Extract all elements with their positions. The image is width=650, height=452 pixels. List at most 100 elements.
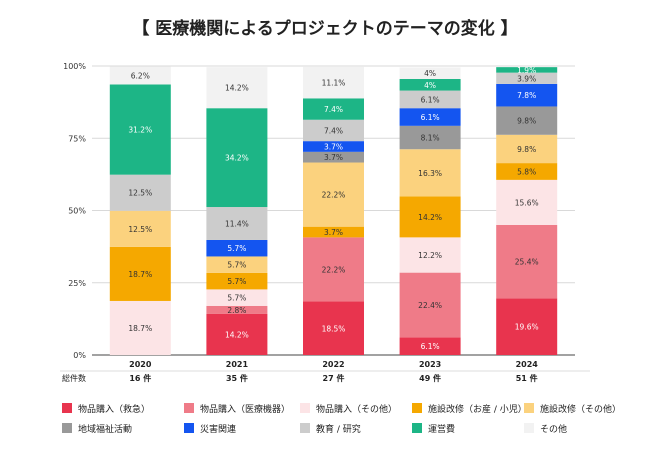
data-labels: 18.7% 18.7% 12.5% 12.5% 31.2% 6.2% 14.2% 2.8% 5.…	[128, 66, 538, 351]
bar-segment	[303, 66, 364, 99]
data-label: 18.7%	[128, 324, 152, 333]
data-label: 22.2%	[322, 265, 346, 274]
legend-label: 物品購入（その他）	[316, 404, 398, 415]
data-label: 5.8%	[517, 167, 536, 176]
x-tick-label: 2021	[226, 360, 249, 369]
bar-segment	[399, 79, 461, 91]
data-label: 18.5%	[322, 324, 346, 333]
legend-item: 教育 / 研究	[300, 422, 361, 435]
y-tick-label: 0%	[73, 351, 86, 360]
legend-label: 災害関連	[200, 424, 237, 435]
data-label: 3.7%	[324, 142, 343, 151]
legend-swatch	[62, 423, 72, 433]
data-label: 5.7%	[227, 294, 246, 303]
y-tick-label: 100%	[63, 62, 86, 71]
bar-segment	[206, 207, 268, 240]
count-label: 49 件	[419, 373, 441, 383]
data-label: 3.9%	[517, 74, 536, 83]
bar-segment	[496, 224, 558, 299]
data-label: 22.2%	[322, 191, 346, 200]
bar-segment	[399, 272, 461, 338]
data-label: 4%	[424, 69, 436, 78]
data-label: 11.4%	[225, 220, 249, 229]
legend-item: その他	[524, 422, 567, 435]
data-label: 4%	[424, 81, 436, 90]
bar-segment	[206, 289, 268, 306]
y-tick-label: 75%	[68, 134, 86, 143]
legend: 物品購入（救急） 物品購入（医療機器） 物品購入（その他） 施設改修（お産 / 小児）…	[62, 398, 622, 438]
count-label: 35 件	[226, 373, 248, 383]
bar-segment	[109, 174, 171, 211]
x-tick-label: 2023	[419, 360, 441, 369]
data-label: 6.1%	[421, 342, 440, 351]
legend-item: 物品購入（医療機器）	[184, 402, 290, 415]
count-label: 51 件	[516, 373, 538, 383]
bar-segment	[303, 119, 364, 142]
data-label: 22.4%	[418, 301, 442, 310]
bar-segment	[303, 162, 364, 227]
data-label: 7.4%	[324, 105, 343, 114]
legend-swatch	[524, 403, 534, 413]
legend-row: 物品購入（救急） 物品購入（医療機器） 物品購入（その他） 施設改修（お産 / 小児）…	[62, 398, 622, 418]
count-label: 16 件	[129, 373, 151, 383]
bar-segment	[303, 141, 364, 152]
data-label: 31.2%	[128, 126, 152, 135]
legend-label: その他	[540, 424, 568, 435]
data-label: 6.1%	[421, 95, 440, 104]
bar-segment	[399, 337, 461, 355]
bar-segment	[399, 108, 461, 126]
bar-segments	[109, 66, 558, 355]
data-label: 15.6%	[515, 198, 539, 207]
bar-segment	[206, 239, 268, 257]
data-label: 14.2%	[225, 330, 249, 339]
data-label: 5.7%	[227, 261, 246, 270]
data-label: 9.8%	[517, 117, 536, 126]
bar-segment	[399, 125, 461, 150]
legend-label: 運営費	[428, 424, 456, 435]
y-tick-label: 25%	[68, 279, 86, 288]
legend-swatch	[412, 403, 422, 413]
bar-segment	[399, 67, 461, 80]
bar-segment	[109, 84, 171, 175]
data-label: 16.3%	[418, 169, 442, 178]
data-label: 5.7%	[227, 277, 246, 286]
data-label: 6.1%	[421, 113, 440, 122]
axis-labels: 0% 25% 50% 75% 100% 2020 16 件 2021 35 件 2022 27 件 2…	[62, 62, 538, 383]
data-label: 9.8%	[517, 145, 536, 154]
bar-segment	[206, 313, 268, 355]
legend-swatch	[300, 423, 310, 433]
bar-segment	[109, 210, 171, 247]
bar-segment	[206, 108, 268, 208]
data-label: 7.8%	[517, 91, 536, 100]
legend-swatch	[184, 403, 194, 413]
legend-item: 物品購入（その他）	[300, 402, 397, 415]
x-tick-label: 2024	[516, 360, 539, 369]
legend-row: 地域福祉活動 災害関連 教育 / 研究 運営費 その他	[62, 418, 622, 438]
data-label: 34.2%	[225, 154, 249, 163]
bar-segment	[303, 226, 364, 238]
bar-segment	[206, 272, 268, 290]
bar-segment	[303, 301, 364, 355]
data-label: 5.7%	[227, 244, 246, 253]
count-label: 27 件	[323, 373, 345, 383]
bar-segment	[399, 90, 461, 109]
legend-label: 教育 / 研究	[316, 424, 361, 435]
y-tick-label: 50%	[68, 207, 86, 216]
data-label: 12.2%	[418, 251, 442, 260]
data-label: 3.7%	[324, 228, 343, 237]
bar-segment	[206, 256, 268, 273]
data-label: 25.4%	[515, 258, 539, 267]
legend-label: 施設改修（お産 / 小児）	[428, 404, 527, 415]
data-label: 1.9%	[517, 66, 536, 75]
data-label: 19.6%	[515, 323, 539, 332]
data-label: 2.8%	[227, 306, 246, 315]
legend-item: 地域福祉活動	[62, 422, 132, 435]
data-label: 12.5%	[128, 225, 152, 234]
data-label: 7.4%	[324, 126, 343, 135]
legend-swatch	[524, 423, 534, 433]
bar-segment	[496, 163, 558, 180]
bar-segment	[206, 67, 268, 109]
legend-label: 物品購入（救急）	[78, 404, 151, 415]
x-tick-label: 2020	[129, 360, 152, 369]
legend-item: 施設改修（その他）	[524, 402, 621, 415]
